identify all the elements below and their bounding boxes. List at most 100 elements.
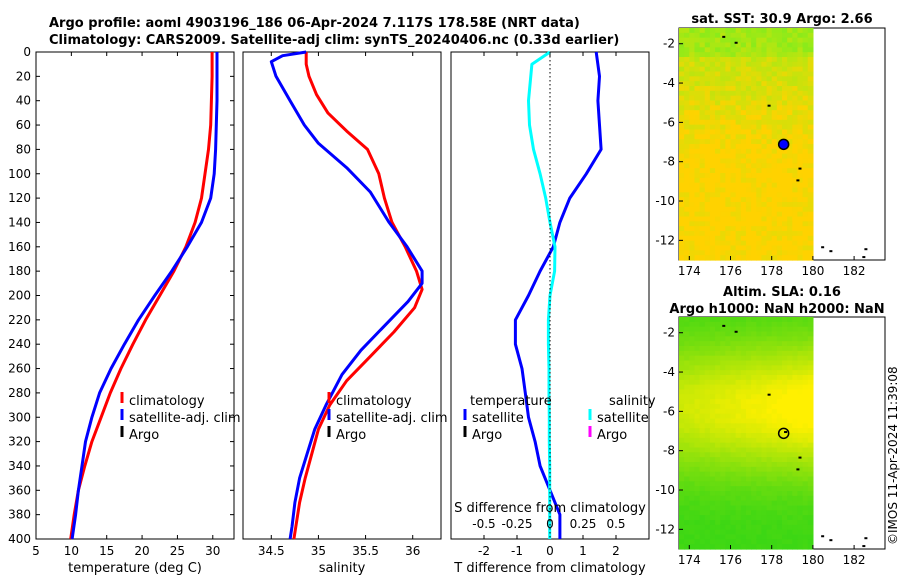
sla_map-cell	[684, 529, 690, 536]
sst_map-cell	[807, 168, 814, 174]
sst_map-cell	[699, 231, 706, 237]
difference-s-xtick-label: 0.25	[570, 517, 597, 531]
sst_map-cell	[720, 95, 726, 102]
sst_map-cell	[802, 37, 809, 44]
sla_map-cell	[771, 452, 778, 458]
sst_map-cell	[797, 61, 804, 68]
sla_map-cell	[694, 471, 701, 478]
sla_map-cell	[782, 442, 788, 449]
sla_map-cell	[679, 341, 685, 347]
sla_map-cell	[807, 471, 814, 478]
sst_map-cell	[756, 86, 762, 92]
sst_map-cell	[802, 255, 809, 261]
sla_map-cell	[751, 544, 757, 550]
sla_map-cell	[782, 437, 788, 444]
sst_map-cell	[740, 28, 747, 34]
sst_map-cell	[689, 153, 696, 160]
sst_map-cell	[709, 110, 716, 116]
sla_map-cell	[787, 457, 793, 463]
sst_map-cell	[771, 211, 778, 218]
sla_map-cell	[776, 384, 783, 391]
sla_map-cell	[745, 370, 752, 376]
sla_map-cell	[709, 321, 716, 328]
sst_map-ytick-label: -4	[663, 76, 675, 90]
sla_map-cell	[787, 500, 793, 507]
sst_map-cell	[807, 202, 814, 208]
sst_map-cell	[782, 197, 788, 203]
temperature-xtick-label: 25	[170, 544, 185, 558]
sla_map-cell	[756, 370, 762, 376]
sla_map-cell	[730, 471, 737, 478]
sst_map-cell	[776, 153, 783, 160]
sla_map-cell	[787, 491, 793, 497]
sla_map-cell	[704, 452, 711, 458]
difference-xtick-label: 2	[612, 544, 620, 558]
sla_map-cell	[797, 495, 804, 502]
sst_map-cell	[761, 32, 768, 39]
sla_map-cell	[802, 524, 809, 531]
sla_map-cell	[792, 447, 799, 453]
sla_map-cell	[807, 336, 814, 342]
temperature-ytick-label: 0	[23, 45, 31, 59]
salinity-xtick-label: 34.5	[258, 544, 285, 558]
sla_map-cell	[756, 471, 762, 478]
sla_map-cell	[715, 418, 721, 424]
sst_map-cell	[704, 124, 711, 131]
sla_map-cell	[725, 466, 732, 473]
sla_map-cell	[720, 418, 726, 424]
sla_map-cell	[761, 370, 768, 376]
sst_map-island	[864, 248, 868, 251]
sla_map-cell	[725, 428, 732, 434]
sst_map-cell	[766, 115, 773, 121]
sla_map-cell	[766, 524, 773, 531]
sla_map-cell	[807, 355, 814, 362]
sla_map-cell	[725, 433, 732, 439]
sst_map-cell	[787, 81, 793, 87]
sst_map-cell	[782, 192, 788, 198]
sst_map-cell	[715, 42, 721, 48]
sst_map-cell	[756, 37, 762, 44]
sla_map-cell	[684, 360, 690, 366]
sst_map-cell	[725, 177, 732, 184]
sst_map-cell	[782, 42, 788, 48]
sla_map-cell	[720, 321, 726, 328]
sst_map-cell	[699, 139, 706, 145]
sla_map-cell	[730, 336, 737, 342]
sst_map-cell	[807, 177, 814, 184]
sla_map-cell	[745, 394, 752, 400]
sla_map-cell	[709, 534, 716, 540]
sst_map-cell	[725, 129, 732, 135]
sst_map-cell	[689, 250, 696, 256]
sst_map-cell	[725, 221, 732, 227]
sst_map-cell	[679, 202, 685, 208]
sst_map-cell	[730, 211, 737, 218]
sla_map-cell	[802, 486, 809, 492]
salinity-legend-item-1: satellite-adj. clim	[336, 411, 448, 426]
sst_map-cell	[751, 173, 757, 179]
sla_map-cell	[761, 466, 768, 473]
sst_map-cell	[694, 221, 701, 227]
sla_map-cell	[699, 495, 706, 502]
sst_map-cell	[694, 163, 701, 169]
sst_map-cell	[709, 231, 716, 237]
sst_map-cell	[776, 245, 783, 251]
sla_map-cell	[704, 389, 711, 395]
sst_map-cell	[704, 144, 711, 150]
sst_map-cell	[766, 192, 773, 198]
sst_map-cell	[679, 211, 685, 218]
sla_map-cell	[776, 394, 783, 400]
sla_map-cell	[715, 321, 721, 328]
sst_map-cell	[720, 177, 726, 184]
sst_map-cell	[735, 86, 742, 92]
difference-legend-temperature-header: temperature	[470, 394, 552, 409]
sst_map-cell	[715, 158, 721, 164]
sst_map-cell	[797, 100, 804, 106]
sst_map-cell	[761, 202, 768, 208]
sst_map-cell	[745, 47, 752, 53]
sst_map-cell	[740, 81, 747, 87]
sla_map-cell	[720, 534, 726, 540]
sst_map-cell	[704, 90, 711, 97]
sst_map-cell	[725, 42, 732, 48]
sst_map-cell	[802, 153, 809, 160]
sla_map-cell	[745, 476, 752, 482]
